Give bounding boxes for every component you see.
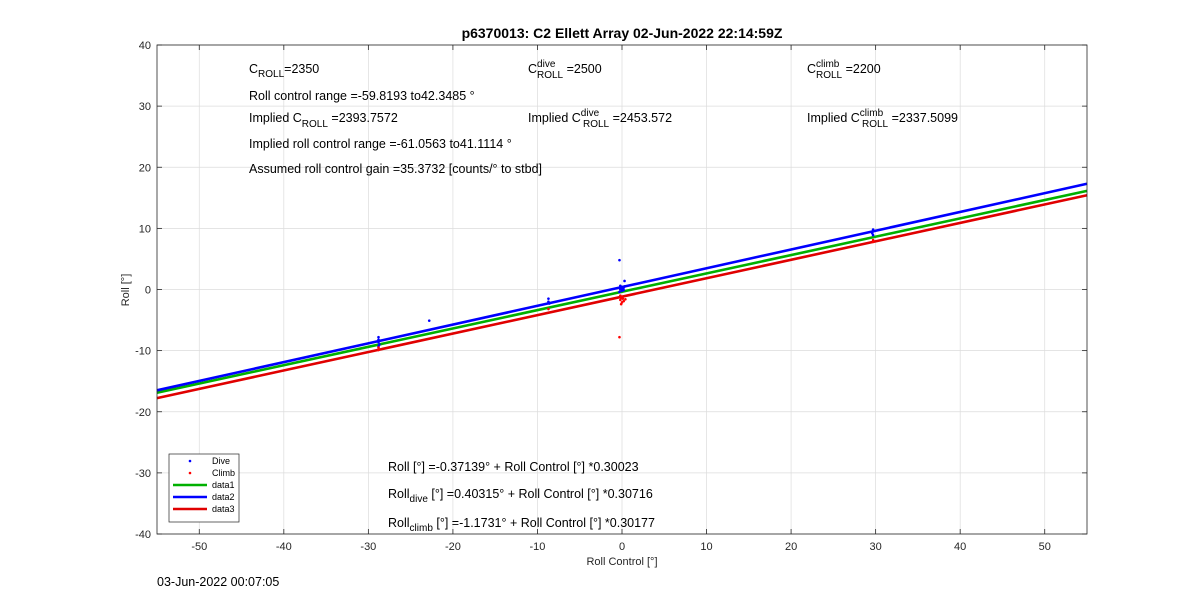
legend-box	[168, 453, 240, 523]
fit-all-annotation: Roll [°] =-0.37139° + Roll Control [°] *…	[388, 460, 639, 474]
dive-point	[427, 319, 431, 322]
climb-point	[871, 240, 875, 244]
dive-point	[547, 297, 550, 300]
climb-point	[377, 346, 380, 349]
dive-point	[377, 335, 380, 339]
x-tick-label: 10	[700, 541, 712, 553]
implied-c-roll-annotation: Implied CROLL =2393.7572	[249, 111, 398, 130]
climb-point	[871, 238, 875, 242]
dive-point	[377, 340, 380, 344]
legend-label: Dive	[212, 456, 230, 466]
legend-marker-Dive	[188, 459, 192, 463]
y-tick-label: 30	[139, 101, 151, 113]
dive-point	[871, 233, 875, 237]
x-tick-label: -10	[530, 541, 546, 553]
climb-point	[618, 335, 621, 339]
dive-point	[623, 279, 626, 283]
dive-point	[618, 290, 621, 294]
dive-point	[871, 228, 875, 231]
climb-point	[624, 297, 627, 301]
c-roll-climb-annotation: Cclimb ROLL =2200	[807, 59, 881, 81]
x-tick-label: 30	[870, 541, 882, 553]
y-ticks: -40 -30 -20 -10 0 10 20 30 40	[135, 40, 1087, 541]
fit-dive-annotation: Rolldive [°] =0.40315° + Roll Control [°…	[388, 487, 653, 505]
climb-point	[619, 298, 622, 302]
dive-point	[620, 289, 624, 293]
legend-items: Dive Climb data1 data2 data3	[173, 456, 235, 514]
climb-point	[377, 348, 380, 352]
fit-climb-annotation: Rollclimb [°] =-1.1731° + Roll Control […	[388, 516, 655, 534]
implied-dive-annotation: Implied Cdive ROLL =2453.572	[528, 108, 672, 130]
y-tick-label: 40	[139, 40, 151, 52]
legend-label: data3	[212, 504, 235, 514]
gain-annotation: Assumed roll control gain =35.3732 [coun…	[249, 162, 542, 176]
chart-title: p6370013: C2 Ellett Array 02-Jun-2022 22…	[462, 25, 783, 41]
data-points	[377, 228, 875, 352]
x-tick-label: -20	[445, 541, 461, 553]
x-tick-label: -50	[191, 541, 207, 553]
legend-label: Climb	[212, 468, 235, 478]
climb-point	[619, 302, 623, 306]
dive-point	[547, 302, 551, 305]
x-axis-label: Roll Control [°]	[586, 556, 657, 568]
dive-point	[618, 258, 621, 262]
y-tick-label: -10	[135, 346, 151, 358]
dive-point	[377, 338, 380, 341]
x-tick-label: -40	[276, 541, 292, 553]
climb-point	[547, 307, 550, 311]
y-tick-label: 10	[139, 223, 151, 235]
roll-range-annotation: Roll control range =-59.8193 to42.3485 °	[249, 89, 475, 103]
x-tick-label: 20	[785, 541, 797, 553]
x-tick-label: -30	[360, 541, 376, 553]
implied-range-annotation: Implied roll control range =-61.0563 to4…	[249, 137, 512, 151]
legend-label: data1	[212, 480, 235, 490]
y-axis-label: Roll [°]	[120, 274, 132, 307]
y-tick-label: 20	[139, 162, 151, 174]
climb-point	[621, 297, 625, 300]
dive-point	[623, 285, 626, 288]
x-tick-label: 0	[619, 541, 625, 553]
c-roll-annotation: CROLL=2350	[249, 62, 319, 80]
x-tick-label: 40	[954, 541, 966, 553]
footer-timestamp: 03-Jun-2022 00:07:05	[157, 575, 280, 589]
legend-label: data2	[212, 492, 235, 502]
legend-marker-Climb	[188, 471, 192, 475]
x-tick-label: 50	[1039, 541, 1051, 553]
c-roll-dive-annotation: Cdive ROLL =2500	[528, 59, 602, 81]
y-tick-label: -20	[135, 407, 151, 419]
implied-climb-annotation: Implied Cclimb ROLL =2337.5099	[807, 108, 958, 130]
y-tick-label: 0	[145, 285, 151, 297]
x-ticks: -50 -40 -30 -20 -10 0 10 20 30 40 50	[191, 45, 1051, 553]
y-tick-label: -40	[135, 529, 151, 541]
legend: Dive Climb data1 data2 data3	[168, 453, 240, 523]
y-tick-label: -30	[135, 468, 151, 480]
